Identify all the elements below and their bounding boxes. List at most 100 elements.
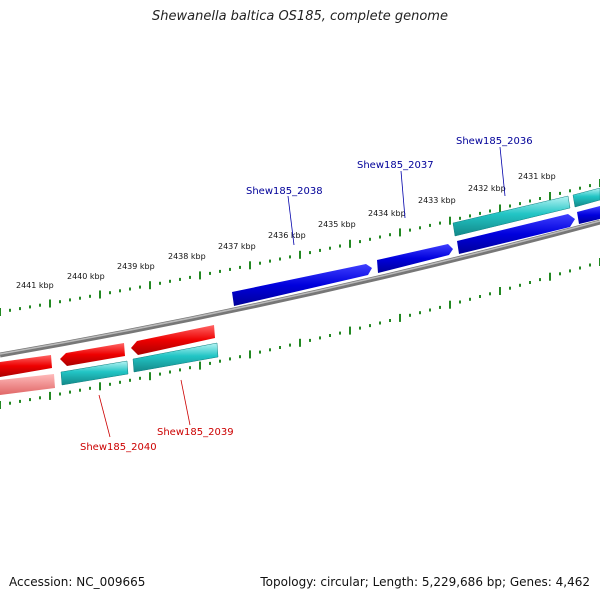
tick-label-2437: 2437 kbp: [218, 242, 256, 251]
inner-minor-tick: [509, 286, 511, 290]
inner-minor-tick: [59, 392, 61, 396]
outer-major-tick: [399, 228, 401, 237]
inner-minor-tick: [319, 336, 321, 340]
genome-backbone: [0, 219, 600, 358]
inner-major-tick: [349, 326, 351, 335]
inner-minor-tick: [119, 380, 121, 384]
inner-minor-tick: [209, 361, 211, 365]
inner-minor-tick: [29, 398, 31, 402]
gene-arrow[interactable]: [577, 206, 600, 224]
outer-minor-tick: [69, 298, 71, 302]
outer-major-tick: [99, 290, 101, 299]
gene-label-shew185-2036[interactable]: Shew185_2036: [456, 136, 533, 147]
inner-minor-tick: [459, 300, 461, 304]
inner-minor-tick: [489, 292, 491, 296]
inner-minor-tick: [419, 311, 421, 315]
page-title: Shewanella baltica OS185, complete genom…: [152, 9, 448, 24]
outer-minor-tick: [559, 191, 561, 195]
gene-label-shew185-2040[interactable]: Shew185_2040: [80, 442, 157, 453]
outer-minor-tick: [569, 189, 571, 193]
gene-arrow-shew185-2039[interactable]: [131, 325, 215, 355]
inner-major-tick: [449, 300, 451, 309]
outer-minor-tick: [39, 303, 41, 307]
outer-minor-tick: [359, 240, 361, 244]
inner-major-tick: [99, 382, 101, 391]
outer-minor-tick: [459, 216, 461, 220]
outer-minor-tick: [339, 244, 341, 248]
inner-minor-tick: [239, 355, 241, 359]
outer-minor-tick: [419, 226, 421, 230]
inner-minor-tick: [469, 297, 471, 301]
outer-minor-tick: [189, 275, 191, 279]
reverse-gene-track: [0, 325, 215, 377]
outer-minor-tick: [489, 209, 491, 213]
inner-minor-tick: [189, 366, 191, 370]
inner-major-tick: [199, 361, 201, 370]
outer-minor-tick: [269, 259, 271, 263]
inner-minor-tick: [19, 399, 21, 403]
outer-major-tick: [199, 271, 201, 280]
gene-arrow-shew185-2037[interactable]: [377, 244, 453, 273]
inner-minor-tick: [229, 357, 231, 361]
gene-label-shew185-2039[interactable]: Shew185_2039: [157, 427, 234, 438]
outer-minor-tick: [129, 287, 131, 291]
outer-major-tick: [299, 250, 301, 259]
outer-minor-tick: [279, 257, 281, 261]
inner-major-tick: [49, 391, 51, 400]
inner-minor-tick: [129, 378, 131, 382]
inner-minor-tick: [379, 321, 381, 325]
outer-minor-tick: [589, 184, 591, 188]
outer-minor-tick: [579, 186, 581, 190]
outer-minor-tick: [139, 285, 141, 289]
inner-minor-tick: [169, 370, 171, 374]
outer-minor-tick: [369, 237, 371, 241]
outer-minor-tick: [469, 214, 471, 218]
leader-line-shew185-2038: [287, 195, 295, 246]
inner-minor-tick: [179, 368, 181, 372]
inner-minor-tick: [219, 359, 221, 363]
inner-minor-tick: [259, 350, 261, 354]
inner-minor-tick: [589, 263, 591, 267]
gene-arrow-shew185-2036[interactable]: [457, 214, 575, 254]
genome-summary-text: Topology: circular; Length: 5,229,686 bp…: [260, 575, 590, 589]
inner-minor-tick: [579, 266, 581, 270]
outer-minor-tick: [309, 251, 311, 255]
tick-label-2433: 2433 kbp: [418, 196, 456, 205]
inner-minor-tick: [39, 396, 41, 400]
inner-minor-tick: [569, 269, 571, 273]
gene-labels: Shew185_2036 Shew185_2037 Shew185_2038 S…: [80, 136, 533, 453]
inner-minor-tick: [289, 343, 291, 347]
leader-line-shew185-2037: [400, 170, 406, 219]
forward-cds-track: [452, 187, 600, 237]
gene-arrow-shew185-2040[interactable]: [60, 343, 125, 366]
outer-minor-tick: [159, 281, 161, 285]
gene-label-shew185-2037[interactable]: Shew185_2037: [357, 160, 434, 171]
inner-tick-track: [0, 258, 600, 409]
accession-text: Accession: NC_009665: [9, 575, 146, 589]
gene-label-shew185-2038[interactable]: Shew185_2038: [246, 186, 323, 197]
gene-arrow-shew185-2038[interactable]: [232, 264, 372, 306]
outer-minor-tick: [219, 269, 221, 273]
inner-major-tick: [549, 272, 551, 281]
outer-minor-tick: [179, 277, 181, 281]
outer-minor-tick: [409, 228, 411, 232]
outer-major-tick: [149, 281, 151, 290]
outer-minor-tick: [119, 289, 121, 293]
inner-minor-tick: [389, 319, 391, 322]
gene-arrow[interactable]: [0, 355, 52, 377]
outer-minor-tick: [539, 197, 541, 200]
inner-minor-tick: [79, 388, 81, 392]
inner-minor-tick: [109, 382, 111, 386]
outer-major-tick: [0, 308, 1, 316]
outer-minor-tick: [479, 211, 481, 215]
tick-label-2441: 2441 kbp: [16, 281, 54, 290]
outer-major-tick: [449, 216, 451, 225]
inner-minor-tick: [439, 305, 441, 309]
reverse-cds-track: [0, 342, 219, 395]
inner-minor-tick: [429, 308, 431, 312]
inner-minor-tick: [139, 376, 141, 380]
inner-major-tick: [499, 287, 501, 295]
inner-minor-tick: [559, 272, 561, 276]
outer-minor-tick: [289, 255, 291, 259]
